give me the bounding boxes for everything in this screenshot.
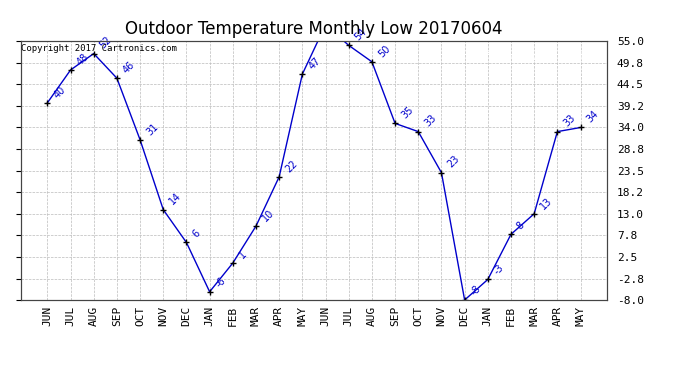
Text: 54: 54 [353,27,368,43]
Text: 48: 48 [75,51,90,67]
Text: 1: 1 [237,249,248,260]
Text: 34: 34 [584,109,600,125]
Text: -3: -3 [492,263,506,277]
Text: 46: 46 [121,60,137,75]
Text: 33: 33 [422,113,438,129]
Text: 52: 52 [98,35,114,51]
Text: 8: 8 [515,220,526,231]
Text: 13: 13 [538,195,554,211]
Text: 47: 47 [306,56,322,71]
Text: -6: -6 [214,275,228,289]
Title: Outdoor Temperature Monthly Low 20170604: Outdoor Temperature Monthly Low 20170604 [125,20,503,38]
Text: 10: 10 [260,207,276,223]
Text: -8: -8 [469,284,483,297]
Text: 35: 35 [400,105,415,121]
Text: 50: 50 [376,43,392,59]
Text: 33: 33 [562,113,578,129]
Text: 14: 14 [168,191,183,207]
Text: 22: 22 [284,158,299,174]
Text: Copyright 2017 Cartronics.com: Copyright 2017 Cartronics.com [21,44,177,52]
Text: 23: 23 [446,154,462,170]
Text: 6: 6 [190,228,202,240]
Text: 59: 59 [0,374,1,375]
Text: 40: 40 [52,84,67,100]
Text: 31: 31 [144,121,160,137]
Text: Temperature  (°F): Temperature (°F) [487,52,593,62]
